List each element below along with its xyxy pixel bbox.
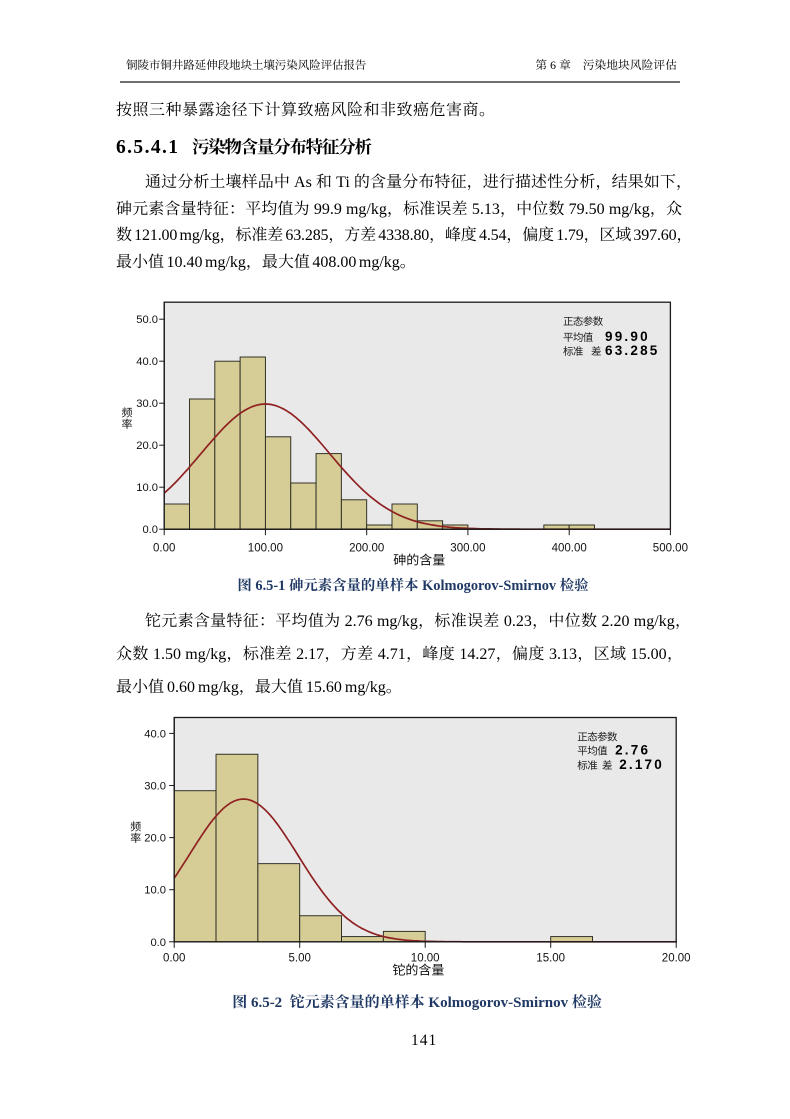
svg-text:0.00: 0.00 [153,543,175,555]
svg-text:40.0: 40.0 [136,356,158,368]
svg-text:频: 频 [130,818,141,834]
svg-text:率: 率 [122,416,133,432]
svg-text:0.0: 0.0 [142,524,158,536]
svg-text:0.0: 0.0 [150,937,166,949]
svg-text:0.00: 0.00 [163,952,185,964]
svg-text:20.00: 20.00 [662,952,691,964]
svg-text:400.00: 400.00 [552,543,587,555]
svg-text:500.00: 500.00 [653,543,688,555]
svg-text:30.0: 30.0 [144,781,166,793]
svg-text:砷的含量: 砷的含量 [393,550,445,569]
svg-text:50.0: 50.0 [136,314,158,326]
svg-text:铊的含量: 铊的含量 [392,959,444,978]
svg-text:正态参数: 正态参数 [577,730,618,745]
svg-text:300.00: 300.00 [450,543,485,555]
svg-text:30.0: 30.0 [136,398,158,410]
svg-text:20.0: 20.0 [144,833,166,845]
svg-text:5.00: 5.00 [289,952,311,964]
svg-text:频: 频 [122,404,133,420]
svg-text:100.00: 100.00 [248,543,283,555]
svg-text:40.0: 40.0 [144,728,166,740]
svg-text:10.0: 10.0 [136,482,158,494]
svg-text:10.00: 10.00 [411,952,440,964]
svg-text:20.0: 20.0 [136,440,158,452]
svg-text:正态参数: 正态参数 [563,314,604,329]
svg-text:200.00: 200.00 [349,543,384,555]
svg-text:率: 率 [130,830,141,846]
svg-text:10.0: 10.0 [144,885,166,897]
svg-text:15.00: 15.00 [536,952,565,964]
